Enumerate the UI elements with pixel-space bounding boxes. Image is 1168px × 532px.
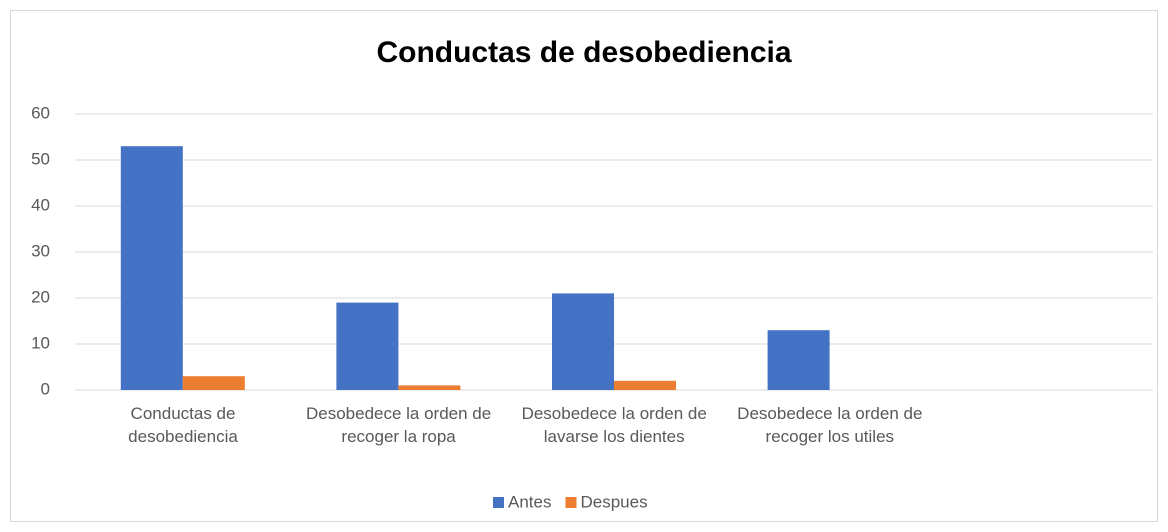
legend-swatch xyxy=(565,497,577,508)
legend-label: Despues xyxy=(580,492,647,511)
y-tick-label: 10 xyxy=(31,333,50,352)
x-tick-label: Desobedece la orden de recoger la ropa xyxy=(305,404,492,446)
x-tick-label: Desobedece la orden de recoger los utile… xyxy=(737,404,923,446)
x-tick-label: Conductas de desobediencia xyxy=(128,404,238,446)
legend-swatch xyxy=(493,497,504,508)
chart-title: Conductas de desobediencia xyxy=(376,36,791,69)
y-tick-label: 40 xyxy=(31,195,50,214)
bar xyxy=(767,330,830,390)
bar xyxy=(182,376,245,390)
x-tick-label: Desobedece la orden de lavarse los dient… xyxy=(521,404,707,446)
y-tick-label: 20 xyxy=(31,287,50,306)
bar xyxy=(336,302,399,390)
y-tick-label: 0 xyxy=(41,379,50,398)
bar xyxy=(398,385,461,390)
legend-label: Antes xyxy=(508,492,551,511)
bar xyxy=(120,146,183,390)
bar xyxy=(552,293,614,390)
y-tick-label: 30 xyxy=(31,241,50,260)
bar xyxy=(614,380,676,390)
y-tick-label: 50 xyxy=(31,149,50,168)
chart-border xyxy=(10,10,1158,522)
y-tick-label: 60 xyxy=(31,103,50,122)
